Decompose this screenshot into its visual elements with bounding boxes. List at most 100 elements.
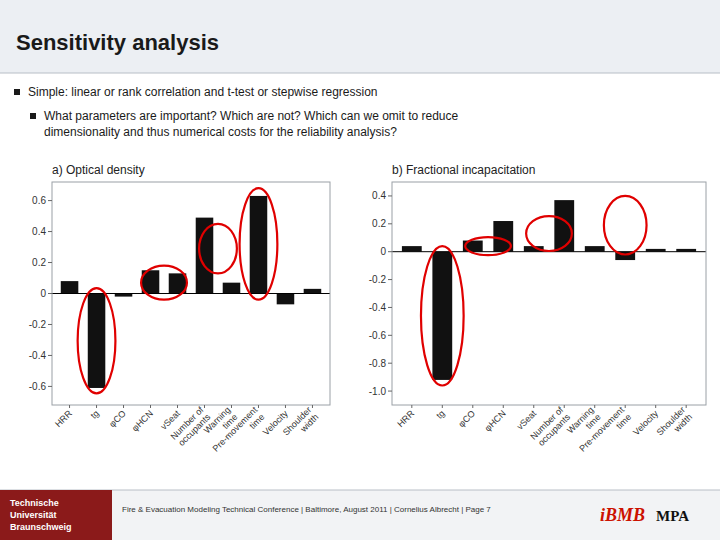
y-tick-label: -0.2 [29,319,47,330]
x-tick-label: Shoulderwidth [655,405,695,445]
y-tick [388,307,392,308]
x-tick-label: Pre-movementtime [211,404,267,460]
x-tick [258,405,259,408]
y-tick-label: -0.8 [369,358,387,369]
plot-area [52,188,330,393]
y-tick-label: -0.2 [369,274,387,285]
x-tick [96,405,97,408]
highlight-ellipse [465,237,511,255]
y-tick [388,391,392,392]
x-tick [69,405,70,408]
x-tick [655,405,656,408]
y-tick [388,279,392,280]
y-tick [388,251,392,252]
x-tick-label: tg [89,408,101,420]
y-tick-label: -1.0 [369,386,387,397]
x-tick-label: Shoulderwidth [281,405,321,445]
x-tick [533,405,534,408]
institution-name: Universität [10,510,57,520]
y-tick-label: -0.4 [29,350,47,361]
bar [196,218,214,294]
bullet-marker [14,89,20,95]
x-tick [312,405,313,408]
y-tick-label: 0.4 [32,226,46,237]
y-tick-label: 0.2 [372,218,386,229]
y-tick [48,231,52,232]
bar [402,246,422,252]
x-tick [285,405,286,408]
highlight-ellipse [141,266,187,300]
header-rule [0,73,720,74]
highlight-ellipse [199,224,237,274]
bar [277,294,295,305]
highlight-ellipse [604,196,647,255]
x-tick [231,405,232,408]
slide: Sensitivity analysis Simple: linear or ra… [0,0,720,540]
y-tick [48,386,52,387]
plot-frame [52,182,330,405]
plot-area [392,196,706,386]
bar [61,281,79,293]
footer-text: Fire & Evacuation Modeling Technical Con… [122,505,491,514]
bullet-text: Simple: linear or rank correlation and t… [28,85,378,99]
zero-line [52,293,330,294]
y-tick-label: 0 [40,288,46,299]
x-tick [625,405,626,408]
bar [88,294,106,388]
logo-text: iBMB [600,505,645,525]
y-tick-label: -0.6 [29,381,47,392]
plot-frame [392,182,706,405]
y-tick-label: 0.2 [32,257,46,268]
header [0,0,720,73]
y-tick-label: -0.4 [369,302,387,313]
background [0,0,720,540]
footer [0,490,720,540]
x-tick [594,405,595,408]
x-tick [177,405,178,408]
institution-box [0,490,112,540]
bar [554,200,574,252]
x-tick-label: HRR [395,408,416,429]
institution-name: Technische [10,498,59,508]
bullet-marker [30,113,36,119]
y-tick [48,355,52,356]
bar [432,252,452,380]
y-tick [48,293,52,294]
y-tick [48,200,52,201]
bar [223,283,241,294]
x-tick [472,405,473,408]
y-tick [48,262,52,263]
slide-title: Sensitivity analysis [16,30,219,55]
chart-title: a) Optical density [52,163,145,177]
y-tick [48,324,52,325]
x-tick-label: φCO [456,408,477,429]
chart: b) Fractional incapacitation -1.0 -0.8 -0.6… [369,163,706,461]
y-tick [388,363,392,364]
highlight-ellipse [78,288,116,393]
x-tick-label: φCO [107,408,128,429]
x-tick [123,405,124,408]
x-tick-label: φHCN [483,408,508,433]
bullet-text: What parameters are important? Which are… [44,109,459,139]
x-tick-label: HRR [53,408,74,429]
y-tick [388,335,392,336]
highlight-ellipse [526,216,572,251]
y-tick-label: -0.6 [369,330,387,341]
x-tick-label: φHCN [130,408,155,433]
bar [250,196,268,294]
y-tick [388,195,392,196]
highlight-ellipse [240,188,278,300]
x-tick [150,405,151,408]
x-tick [204,405,205,408]
x-tick [411,405,412,408]
x-tick-label: Pre-movementtime [577,404,633,460]
x-tick [442,405,443,408]
y-tick-label: 0 [380,246,386,257]
chart-title: b) Fractional incapacitation [392,163,535,177]
institution-name: Braunschweig [10,522,72,532]
x-tick-label: tg [434,408,446,420]
x-tick [564,405,565,408]
y-tick [388,223,392,224]
bar [585,246,605,252]
bar [304,289,322,294]
